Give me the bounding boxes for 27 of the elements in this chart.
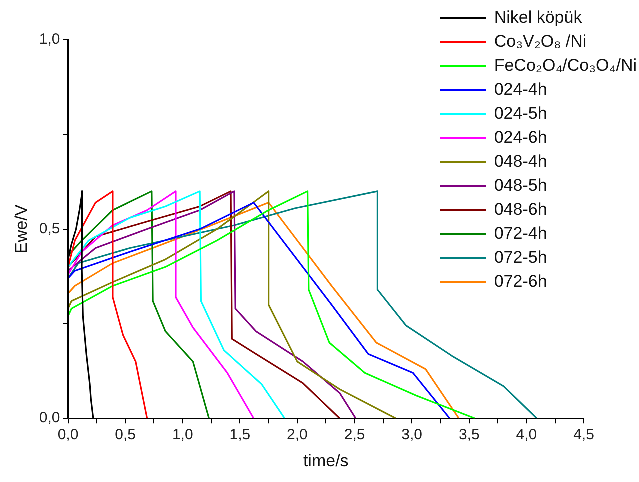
x-tick-label: 2,5 <box>344 426 366 444</box>
x-axis-title: time/s <box>303 451 349 470</box>
legend-label: 024-4h <box>494 80 548 100</box>
legend-label: Co₃V₂O₈ /Ni <box>494 32 587 52</box>
x-tick-label: 2,0 <box>287 426 308 444</box>
legend-label: 024-5h <box>494 104 548 124</box>
x-tick-label: 0,0 <box>58 426 79 444</box>
legend-label: 024-6h <box>494 128 548 148</box>
legend-label: 072-4h <box>494 224 548 244</box>
legend-label: 072-5h <box>494 248 548 268</box>
legend-label: FeCo₂O₄/Co₃O₄/Ni <box>494 56 637 76</box>
legend-label: 048-4h <box>494 152 548 172</box>
x-tick-label: 4,0 <box>516 426 538 444</box>
x-tick-label: 3,5 <box>458 426 480 444</box>
x-tick-label: 1,5 <box>230 426 251 444</box>
legend-label: 048-5h <box>494 176 548 196</box>
legend-label: 072-6h <box>494 272 548 292</box>
x-tick-label: 4,5 <box>574 426 594 444</box>
x-tick-label: 3,0 <box>402 426 423 444</box>
y-tick-label: 0,5 <box>39 220 60 238</box>
x-tick-label: 1,0 <box>172 426 194 444</box>
y-tick-label: 0,0 <box>39 410 60 427</box>
x-tick-label: 0,5 <box>115 426 136 444</box>
y-axis-title: Ewe/V <box>12 204 31 254</box>
legend-label: 048-6h <box>494 200 548 220</box>
y-tick-label: 1,0 <box>39 31 60 48</box>
legend-label: Nikel köpük <box>494 8 582 28</box>
